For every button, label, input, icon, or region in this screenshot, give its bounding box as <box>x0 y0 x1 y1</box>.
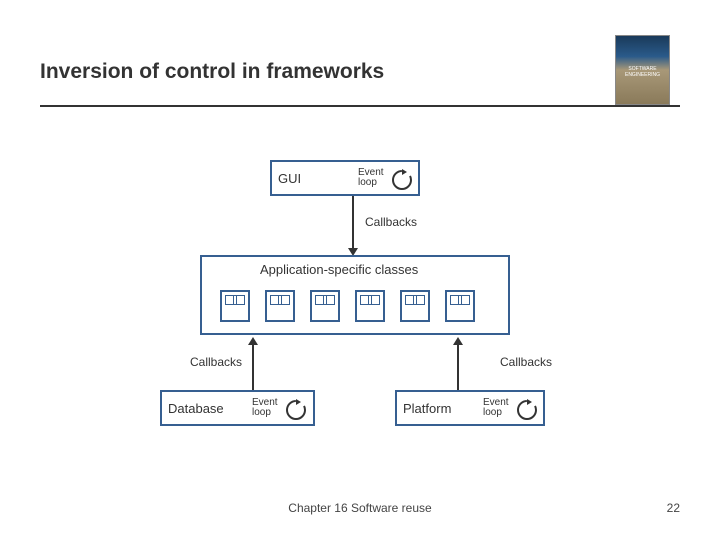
loop-icon <box>284 398 308 422</box>
gui-box: GUI Eventloop <box>270 160 420 196</box>
platform-evloop-label: Eventloop <box>479 398 509 418</box>
book-cover-thumbnail: SOFTWARE ENGINEERING <box>615 35 670 105</box>
app-class-5 <box>400 290 430 322</box>
slide-title: Inversion of control in frameworks <box>40 60 680 84</box>
database-box: Database Eventloop <box>160 390 315 426</box>
arrow-platform-to-container <box>450 335 466 393</box>
callback-label-right: Callbacks <box>500 355 552 369</box>
gui-label: GUI <box>272 171 301 186</box>
callback-label-top: Callbacks <box>365 215 417 229</box>
app-classes-label: Application-specific classes <box>260 262 418 277</box>
arrow-gui-to-container <box>345 196 361 258</box>
app-class-3 <box>310 290 340 322</box>
book-cover-label: SOFTWARE ENGINEERING <box>618 66 667 78</box>
platform-label: Platform <box>397 401 451 416</box>
app-class-1 <box>220 290 250 322</box>
app-class-2 <box>265 290 295 322</box>
arrow-database-to-container <box>245 335 261 393</box>
loop-icon <box>515 398 539 422</box>
app-class-4 <box>355 290 385 322</box>
callback-label-left: Callbacks <box>190 355 242 369</box>
footer-page-number: 22 <box>667 501 680 515</box>
app-class-6 <box>445 290 475 322</box>
gui-evloop-label: Eventloop <box>354 168 384 188</box>
loop-icon <box>390 168 414 192</box>
header-rule <box>40 105 680 107</box>
platform-box: Platform Eventloop <box>395 390 545 426</box>
database-label: Database <box>162 401 224 416</box>
footer-chapter: Chapter 16 Software reuse <box>0 501 720 515</box>
database-evloop-label: Eventloop <box>248 398 278 418</box>
inversion-of-control-diagram: GUI Eventloop Callbacks Application-spec… <box>150 160 570 440</box>
